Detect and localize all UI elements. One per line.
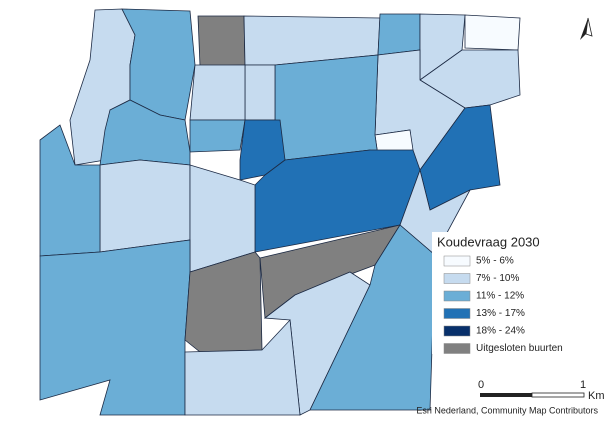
legend-label: 5% - 6% xyxy=(476,256,514,267)
neighbourhoods xyxy=(39,8,521,416)
area xyxy=(99,99,191,166)
scale-bar-segment xyxy=(531,392,585,398)
legend-label: Uitgesloten buurten xyxy=(476,343,563,354)
area xyxy=(274,54,379,161)
area xyxy=(197,15,246,67)
legend-swatch xyxy=(443,273,471,284)
legend-label: 11% - 12% xyxy=(476,291,524,302)
legend-label: 13% - 17% xyxy=(476,308,525,319)
area xyxy=(189,119,246,153)
legend: 5% - 6% 7% - 10% 11% - 12% 13% - 17% 18% - 2… xyxy=(443,255,563,354)
area xyxy=(184,319,301,416)
area xyxy=(464,14,521,51)
north-arrow-head xyxy=(585,17,593,37)
area xyxy=(99,159,191,253)
scale-label: 0 xyxy=(478,379,484,391)
area xyxy=(244,64,276,121)
scale-bar: 0 1 Km xyxy=(478,379,605,402)
area xyxy=(39,239,191,416)
legend-label: 18% - 24% xyxy=(476,326,525,337)
legend-title: Koudevraag 2030 xyxy=(437,234,540,249)
legend-swatch xyxy=(443,308,471,319)
area xyxy=(189,64,246,121)
attribution: Esri Nederland, Community Map Contributo… xyxy=(416,405,598,415)
area xyxy=(377,13,421,56)
legend-swatch xyxy=(443,255,471,267)
scale-bar-segment xyxy=(480,393,532,397)
legend-swatch xyxy=(443,290,471,302)
legend-swatch xyxy=(443,343,471,354)
scale-label: 1 xyxy=(580,379,586,391)
legend-swatch xyxy=(443,325,471,337)
north-arrow xyxy=(580,17,593,40)
area xyxy=(399,168,471,256)
scale-unit: Km xyxy=(588,390,605,402)
north-arrow-head xyxy=(580,18,588,40)
legend-label: 7% - 10% xyxy=(476,273,519,284)
